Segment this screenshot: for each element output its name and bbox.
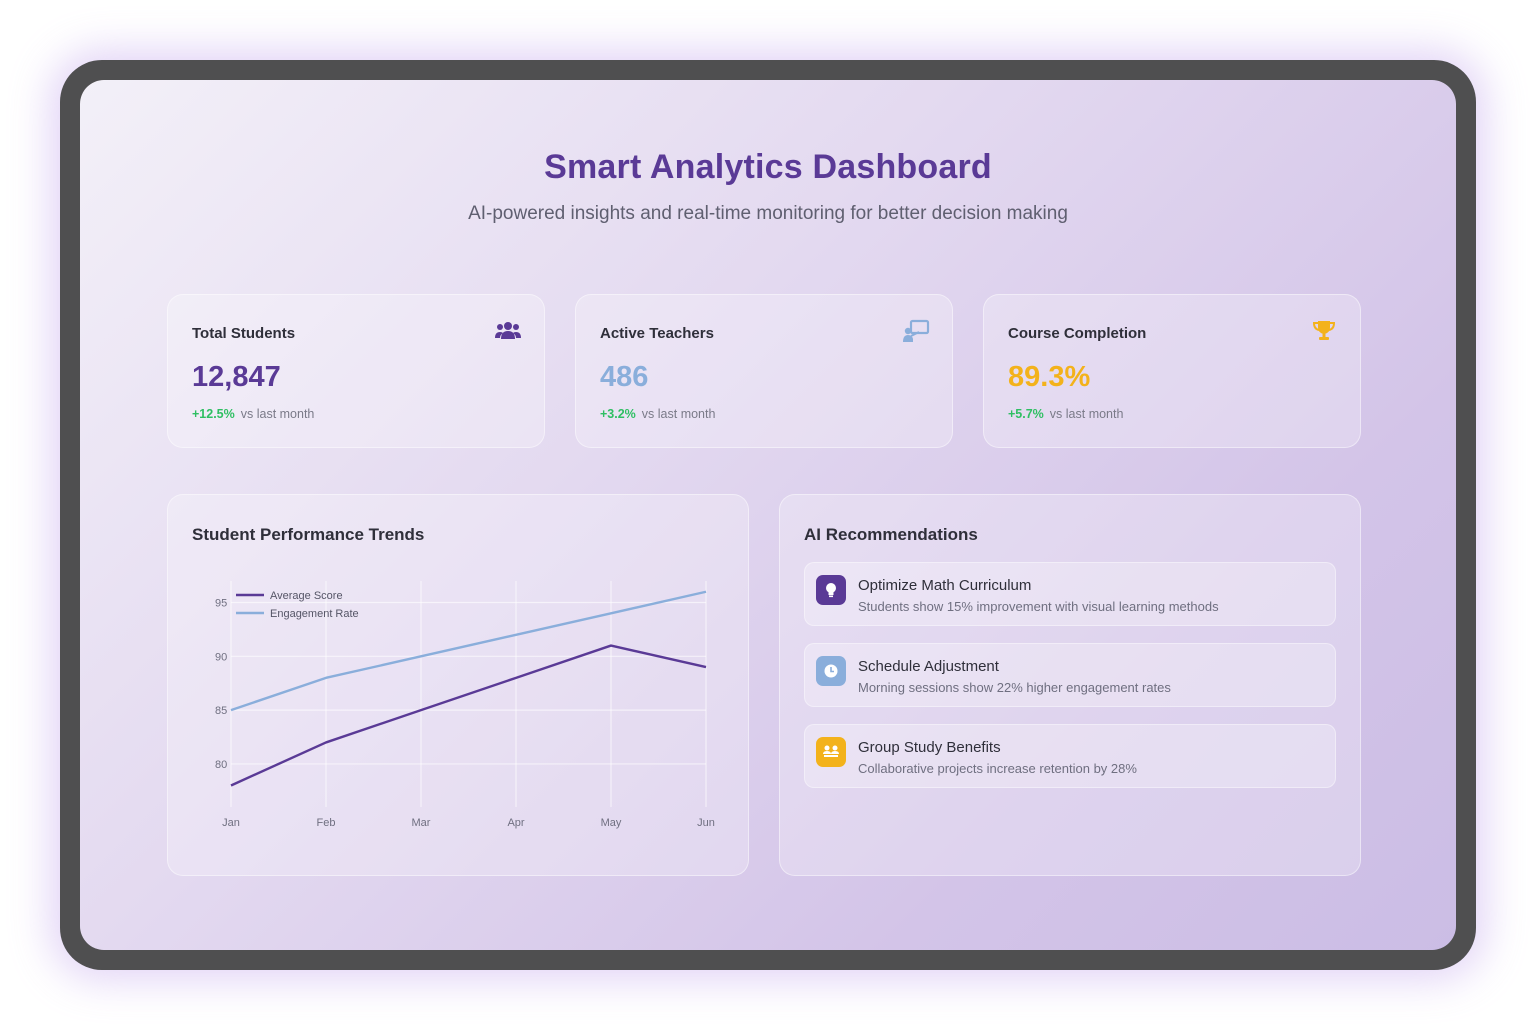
stat-card-total-students[interactable]: Total Students 12,847 +12.5% vs last mont… (167, 294, 545, 448)
device-frame: Smart Analytics Dashboard AI-powered ins… (60, 60, 1476, 970)
lightbulb-icon (816, 575, 846, 605)
x-tick-label: Mar (412, 817, 431, 829)
recommendation-desc: Students show 15% improvement with visua… (858, 599, 1219, 614)
stat-period: vs last month (240, 407, 315, 421)
y-tick-label: 95 (215, 598, 227, 610)
stat-value: 12,847 (192, 361, 281, 393)
performance-chart-panel: Student Performance Trends 80 85 90 95 Jan Fe… (167, 494, 749, 876)
recommendation-desc: Collaborative projects increase retentio… (858, 761, 1137, 776)
recommendation-title: Optimize Math Curriculum (858, 577, 1032, 594)
recommendation-title: Group Study Benefits (858, 739, 1001, 756)
x-tick-label: Jun (697, 817, 715, 829)
y-tick-label: 90 (215, 651, 227, 663)
x-tick-label: Jan (222, 817, 240, 829)
performance-line-chart: 80 85 90 95 Jan Feb Mar Apr May Jun Average Score E… (215, 581, 715, 829)
header: Smart Analytics Dashboard AI-powered ins… (80, 148, 1456, 225)
stat-change: +12.5% (192, 407, 235, 421)
series-line-average-score (230, 644, 707, 787)
stat-label: Course Completion (1008, 325, 1147, 342)
x-tick-label: Feb (317, 817, 336, 829)
stat-change: +5.7% (1008, 407, 1044, 421)
recommendation-item[interactable]: Optimize Math Curriculum Students show 1… (804, 562, 1336, 626)
recommendation-title: Schedule Adjustment (858, 658, 999, 675)
page-subtitle: AI-powered insights and real-time monito… (468, 203, 1068, 224)
trophy-icon (1310, 319, 1338, 343)
y-tick-label: 80 (215, 759, 227, 771)
users-icon (494, 319, 522, 343)
stat-footer: +12.5% vs last month (192, 407, 314, 421)
stat-card-course-completion[interactable]: Course Completion 89.3% +5.7% vs last mon… (983, 294, 1361, 448)
stat-footer: +5.7% vs last month (1008, 407, 1123, 421)
x-tick-label: Apr (507, 817, 524, 829)
stat-value: 89.3% (1008, 361, 1091, 393)
ai-panel-title: AI Recommendations (804, 525, 978, 544)
legend-label: Engagement Rate (270, 608, 359, 620)
teacher-icon (902, 319, 930, 343)
group-icon (816, 737, 846, 767)
stat-card-active-teachers[interactable]: Active Teachers 486 +3.2% vs last month (575, 294, 953, 448)
stat-label: Total Students (192, 325, 296, 342)
y-tick-label: 85 (215, 705, 227, 717)
clock-icon (816, 656, 846, 686)
stat-label: Active Teachers (600, 325, 714, 342)
stat-value: 486 (600, 361, 649, 393)
recommendation-item[interactable]: Schedule Adjustment Morning sessions sho… (804, 643, 1336, 707)
dashboard-screen: Smart Analytics Dashboard AI-powered ins… (80, 80, 1456, 950)
stat-period: vs last month (641, 407, 716, 421)
stat-footer: +3.2% vs last month (600, 407, 715, 421)
recommendation-item[interactable]: Group Study Benefits Collaborative proje… (804, 724, 1336, 788)
series-line-engagement-rate (230, 590, 707, 712)
stat-change: +3.2% (600, 407, 636, 421)
stat-period: vs last month (1049, 407, 1124, 421)
recommendation-desc: Morning sessions show 22% higher engagem… (858, 680, 1171, 695)
x-tick-label: May (601, 817, 622, 829)
legend-label: Average Score (270, 590, 343, 602)
ai-recommendations-panel: AI Recommendations Optimize Math Curricu… (779, 494, 1361, 876)
page-title: Smart Analytics Dashboard (544, 148, 992, 186)
chart-title: Student Performance Trends (192, 525, 425, 544)
